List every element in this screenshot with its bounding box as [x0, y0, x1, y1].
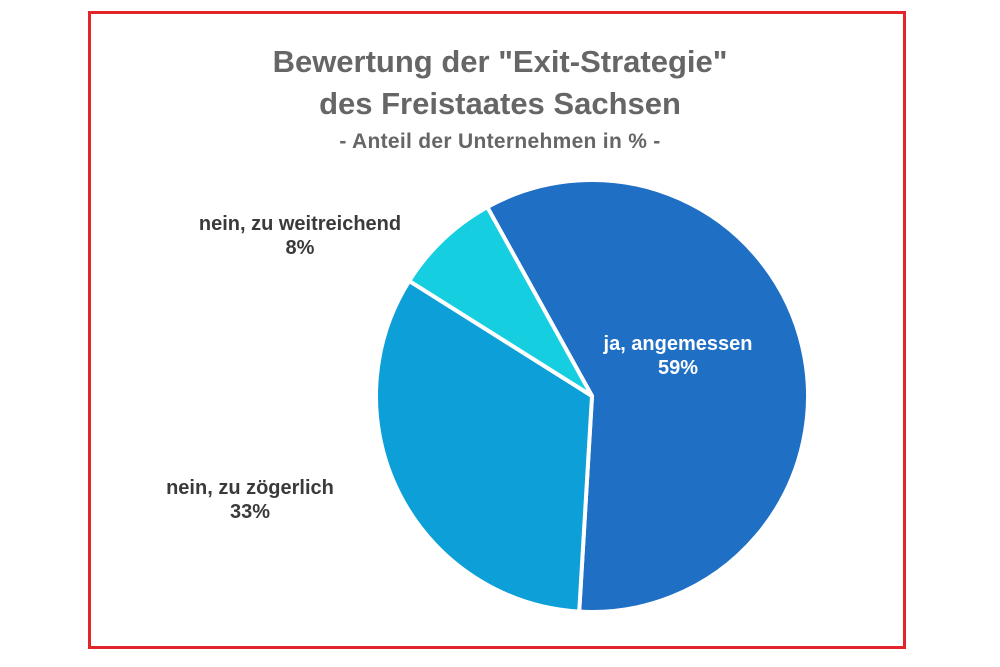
slice-label-ja-angemessen: ja, angemessen 59%: [568, 332, 788, 380]
chart-title-line2: des Freistaates Sachsen: [319, 86, 681, 121]
slice-label-nein-zu-zoegerlich: nein, zu zögerlich 33%: [130, 476, 370, 524]
chart-subtitle: - Anteil der Unternehmen in % -: [339, 130, 661, 153]
pie-slice-2: [407, 205, 594, 398]
slice-label-text: nein, zu zögerlich: [166, 477, 334, 499]
pie-slice-0: [485, 178, 810, 614]
slice-label-text: nein, zu weitreichend: [198, 213, 402, 235]
slice-value-text: 8%: [285, 237, 315, 259]
slice-value-text: 33%: [229, 501, 271, 523]
slice-value-text: 59%: [657, 357, 699, 379]
slice-label-text: ja, angemessen: [603, 333, 753, 355]
slice-label-nein-zu-weitreichend: nein, zu weitreichend 8%: [170, 212, 430, 260]
chart-title: Bewertung der "Exit-Strategie": [272, 44, 728, 79]
